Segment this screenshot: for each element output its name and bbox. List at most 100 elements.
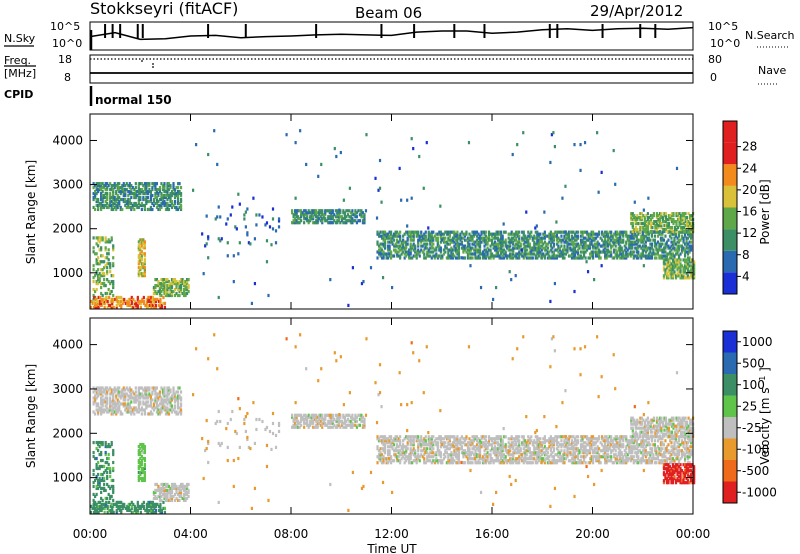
power-cell [679,274,682,278]
velocity-cell [167,490,171,495]
power-cell [579,143,582,147]
power-cell [604,246,607,250]
power-cell [330,221,333,225]
velocity-cell [103,488,106,493]
power-cell [103,184,106,188]
velocity-cell [159,506,162,511]
power-cell [474,246,477,250]
power-cell [554,234,557,238]
velocity-cell [187,494,190,499]
power-cell [673,246,676,250]
power-cell [542,236,545,240]
velocity-cell [337,417,340,421]
power-cell [99,295,102,300]
velocity-cell [109,398,112,402]
power-cell [659,256,663,260]
power-cell [676,274,679,278]
velocity-cell [454,461,458,465]
power-cell [423,256,426,260]
velocity-cell [185,486,189,491]
power-cell [525,244,528,248]
velocity-cell [379,451,382,455]
power-cell [572,246,575,250]
velocity-cell [130,388,133,392]
power-cell [495,230,498,234]
velocity-cell [170,482,174,487]
velocity-cell [101,390,104,394]
power-cell [590,254,593,258]
power-cell [598,232,601,236]
power-cell [415,232,418,236]
velocity-cell [98,452,101,457]
power-cell [163,193,166,198]
power-cell [664,262,667,266]
velocity-cell [162,500,165,505]
freq-label-line1: Freq. [4,54,31,67]
power-cell [160,283,163,288]
velocity-cell [363,423,366,427]
power-cell [685,216,689,220]
power-cell [399,244,402,248]
power-cell [291,209,294,213]
power-cell [432,236,435,240]
velocity-cell [115,388,118,392]
power-cell [164,203,168,208]
power-cell [468,252,471,256]
power-cell [646,223,649,228]
power-cell [483,236,486,240]
power-cell [481,238,485,242]
velocity-cell [412,435,415,439]
power-cell [690,229,693,234]
power-cell [151,305,155,309]
power-cell [121,184,124,188]
power-cell [670,212,674,216]
power-cell [112,262,115,266]
power-cell [665,240,669,244]
power-cell [104,184,107,188]
velocity-cell [92,454,95,459]
velocity-cell [436,447,439,451]
velocity-cell [97,402,100,406]
power-cell [463,256,467,260]
velocity-cell [138,506,141,511]
velocity-cells [90,333,696,514]
velocity-cell [119,396,122,400]
velocity-cell [134,400,137,404]
velocity-cell [343,425,346,429]
power-cell [564,240,568,244]
power-cell [579,234,583,238]
power-cell [666,229,669,234]
power-cell [605,230,608,234]
velocity-cell [157,408,160,412]
power-cell [658,246,661,250]
velocity-cell [319,423,322,427]
power-cell [92,205,95,210]
power-cell [424,256,427,260]
power-cell [585,260,588,264]
power-cell [623,256,626,260]
power-cell [129,303,132,308]
power-cell [688,258,691,262]
velocity-cell [155,488,159,493]
power-cell [494,246,497,250]
velocity-cell [101,478,104,483]
power-cell [664,218,668,222]
velocity-cell [403,453,406,457]
power-cell [483,248,486,252]
velocity-cell [409,441,412,445]
power-cell [331,209,334,213]
velocity-cell [106,410,109,414]
velocity-cell [145,506,148,511]
velocity-cell [153,510,156,514]
power-cell [176,199,180,204]
velocity-cell [426,459,429,463]
velocity-cell [271,421,275,426]
velocity-cell [151,392,154,396]
velocity-cell [178,410,181,414]
power-cell [584,256,587,260]
power-cell [389,236,393,240]
power-cell [396,230,399,234]
power-cell [590,234,593,238]
power-cell [155,197,159,202]
power-cell [429,254,432,258]
